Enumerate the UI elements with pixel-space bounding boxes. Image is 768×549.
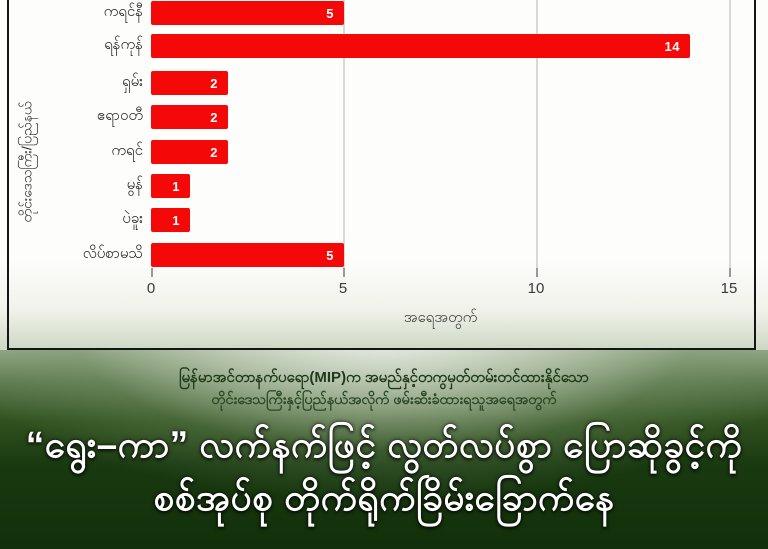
- bar-row: 1: [151, 208, 190, 232]
- bar-value-label: 2: [210, 144, 218, 160]
- x-tick-label-10: 10: [527, 280, 545, 297]
- chart-caption: မြန်မာအင်တာနက်ပရော(MIP)က အမည်နှင့်တကွမှတ…: [0, 350, 768, 412]
- x-tick-15: [729, 268, 731, 277]
- category-label: ကရင်: [111, 142, 143, 159]
- caption-line-1: မြန်မာအင်တာနက်ပရော(MIP)က အမည်နှင့်တကွမှတ…: [179, 369, 589, 386]
- bar-row: 2: [151, 140, 228, 164]
- bar-value-label: 5: [326, 247, 334, 263]
- bar-value-label: 2: [210, 75, 218, 91]
- category-label: ဧရာဝတီ: [96, 107, 143, 124]
- category-label: လိပ်စာမသိ: [82, 245, 143, 262]
- x-tick-5: [343, 268, 345, 277]
- y-axis-title: တိုင်းဒေသကြီး/ပြည်နယ်: [18, 101, 35, 223]
- x-tick-label-0: 0: [146, 280, 156, 297]
- bar-value-label: 1: [172, 178, 180, 194]
- gridline-5: [343, 0, 345, 268]
- x-tick-10: [536, 268, 538, 277]
- x-axis-title: အရေအတွက်: [403, 309, 478, 326]
- caption-line-2: တိုင်းဒေသကြီးနှင့်ပြည်နယ်အလိုက် ဖမ်းဆီးခ…: [211, 392, 557, 409]
- bar-row: 5: [151, 243, 344, 267]
- category-label: ရန်ကုန်: [104, 36, 143, 53]
- category-label: မွန်: [126, 176, 143, 193]
- category-label: ရှမ်း: [122, 73, 143, 90]
- bar-row: 2: [151, 105, 228, 129]
- bar-row: 5: [151, 1, 344, 25]
- headline: “ရွေး–ကာ” လက်နက်ဖြင့် လွတ်လပ်စွာ ပြောဆို…: [0, 418, 768, 525]
- bar-value-label: 5: [326, 5, 334, 21]
- gridline-15: [729, 0, 731, 268]
- headline-line-2: စစ်အုပ်စု တိုက်ရိုက်ခြိမ်းခြောက်နေ: [153, 477, 615, 519]
- bar-row: 2: [151, 71, 228, 95]
- bar-row: 14: [151, 34, 690, 58]
- plot-area: 5 14 2 2 2 1 1 5: [151, 0, 731, 268]
- bar-value-label: 1: [172, 212, 180, 228]
- bar-value-label: 14: [664, 38, 680, 54]
- category-label: ကရင်နီ: [103, 3, 143, 20]
- category-label: ပဲခူး: [122, 210, 143, 227]
- x-tick-label-5: 5: [338, 280, 348, 297]
- gridline-10: [536, 0, 538, 268]
- bar-chart: 5 14 2 2 2 1 1 5 ကရင်နီ ရန်ကုန် ရှမ်း ဧရာဝတီ ကရင် မွ…: [0, 0, 768, 352]
- bar-row: 1: [151, 174, 190, 198]
- headline-line-1: “ရွေး–ကာ” လက်နက်ဖြင့် လွတ်လပ်စွာ ပြောဆို…: [25, 423, 743, 465]
- x-tick-label-15: 15: [720, 280, 738, 297]
- x-tick-0: [151, 268, 153, 277]
- category-labels: ကရင်နီရန်ကုန်ရှမ်းဧရာဝတီကရင်မွန်ပဲခူးလိပ…: [0, 0, 143, 268]
- bar-value-label: 2: [210, 109, 218, 125]
- green-gradient-band: မြန်မာအင်တာနက်ပရော(MIP)က အမည်နှင့်တကွမှတ…: [0, 350, 768, 549]
